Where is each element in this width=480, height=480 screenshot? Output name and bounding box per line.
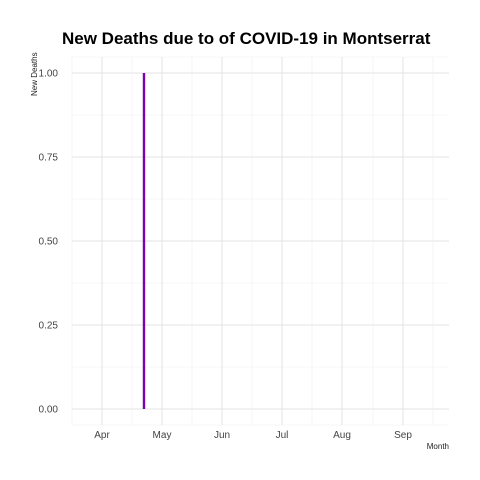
grid [71, 56, 449, 426]
y-tick-label: 0.75 [39, 153, 59, 164]
y-tick-label: 0.25 [39, 321, 59, 332]
x-axis-title: Month [427, 442, 449, 451]
bar [142, 73, 146, 409]
chart-title: New Deaths due to of COVID-19 in Montser… [62, 29, 431, 48]
x-tick-label: Sep [394, 430, 412, 441]
x-tick-label: Apr [94, 430, 110, 441]
y-tick-label: 1.00 [39, 69, 59, 80]
x-tick-label: Aug [333, 430, 351, 441]
x-tick-label: Jun [214, 430, 230, 441]
y-tick-label: 0.50 [39, 237, 59, 248]
tick-labels: 0.00 0.25 0.50 0.75 1.00 Apr May Jun Jul Aug Sep [39, 69, 413, 442]
x-tick-label: May [153, 430, 172, 441]
x-tick-label: Jul [276, 430, 289, 441]
bars [142, 73, 146, 409]
y-tick-label: 0.00 [39, 405, 59, 416]
y-axis-title: New Deaths [30, 52, 39, 96]
